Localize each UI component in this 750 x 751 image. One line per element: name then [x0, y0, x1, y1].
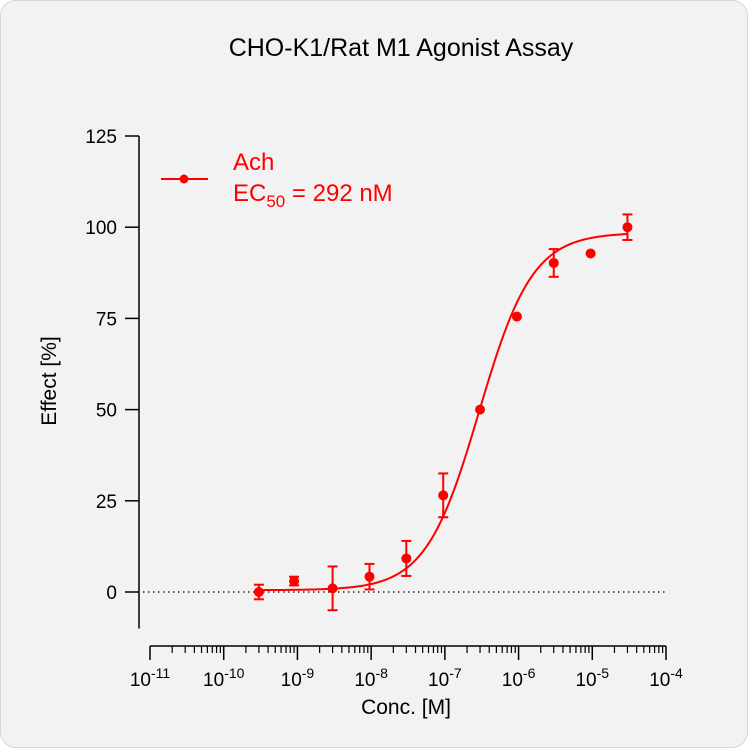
legend-ec50: EC50 = 292 nM [233, 180, 393, 211]
legend: Ach EC50 = 292 nM [161, 149, 393, 211]
x-axis-label: Conc. [M] [361, 696, 451, 719]
y-tick-label: 75 [96, 309, 117, 330]
x-tick-label: 10-8 [354, 665, 388, 691]
legend-ec50-subscript: 50 [266, 192, 285, 211]
legend-ec50-prefix: EC [233, 180, 266, 207]
data-point [327, 583, 338, 594]
x-tick-label: 10-6 [502, 665, 536, 691]
data-point [548, 257, 559, 268]
legend-ec50-value: = 292 nM [285, 180, 392, 207]
data-point [253, 587, 264, 597]
x-axis: 10-11 10-10 10-9 10-8 10-7 10-6 10-5 10-4 [130, 645, 683, 691]
y-axis-label: Effect [%] [38, 336, 61, 426]
y-tick-label: 0 [106, 583, 117, 604]
plot-area [253, 213, 633, 612]
legend-marker [179, 174, 189, 184]
data-point [401, 553, 412, 564]
data-point [438, 490, 449, 501]
x-tick-label: 10-5 [575, 665, 609, 691]
data-point [622, 222, 633, 233]
data-point [364, 571, 375, 582]
x-tick-label: 10-10 [203, 665, 245, 691]
fit-curve [258, 233, 628, 592]
data-point [475, 404, 486, 415]
x-tick-label: 10-11 [130, 665, 171, 691]
y-tick-label: 100 [85, 218, 117, 239]
data-point [289, 576, 300, 587]
data-point [511, 311, 522, 322]
x-tick-label: 10-9 [281, 665, 315, 691]
y-tick-label: 125 [85, 127, 117, 148]
x-tick-label: 10-7 [428, 665, 462, 691]
y-axis: 0 25 50 75 100 125 [85, 127, 140, 629]
legend-series-name: Ach [233, 149, 274, 176]
data-point [585, 248, 596, 259]
y-tick-label: 50 [96, 401, 117, 422]
y-tick-label: 25 [96, 492, 117, 513]
chart-title: CHO-K1/Rat M1 Agonist Assay [229, 34, 574, 62]
x-tick-label: 10-4 [649, 665, 683, 691]
